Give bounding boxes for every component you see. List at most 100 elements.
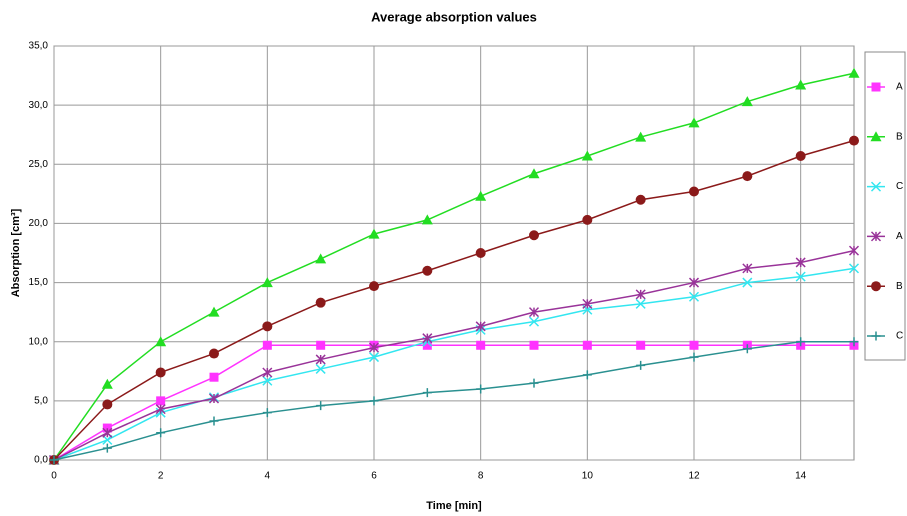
marker xyxy=(102,399,113,410)
marker xyxy=(369,281,379,292)
marker xyxy=(870,231,882,242)
marker xyxy=(315,253,327,264)
y-axis-label: Absorption [cm³] xyxy=(10,208,22,297)
marker xyxy=(261,277,273,288)
x-tick-label: 6 xyxy=(371,471,377,482)
marker xyxy=(795,271,806,282)
marker xyxy=(582,298,593,309)
marker xyxy=(475,248,486,258)
marker xyxy=(688,277,700,288)
marker xyxy=(316,401,326,411)
marker xyxy=(871,82,881,92)
marker xyxy=(871,331,881,341)
marker xyxy=(848,67,860,78)
marker xyxy=(848,263,860,274)
marker xyxy=(476,340,486,350)
marker xyxy=(529,340,539,350)
x-tick-label: 14 xyxy=(795,471,807,482)
marker xyxy=(155,404,166,415)
marker xyxy=(208,306,220,317)
marker xyxy=(421,214,433,225)
marker xyxy=(476,384,486,394)
legend xyxy=(864,51,906,361)
marker xyxy=(582,370,592,380)
marker xyxy=(102,434,113,445)
marker xyxy=(528,168,540,179)
marker xyxy=(849,135,859,146)
marker xyxy=(635,131,647,142)
marker xyxy=(475,321,486,332)
marker xyxy=(848,245,860,256)
marker xyxy=(209,348,219,359)
series-line xyxy=(53,344,854,461)
marker xyxy=(689,352,699,362)
marker xyxy=(475,190,487,201)
y-tick-label: 35,0 xyxy=(29,41,49,52)
marker xyxy=(262,375,273,386)
series-line xyxy=(53,72,855,461)
x-tick-label: 4 xyxy=(265,471,271,482)
marker xyxy=(262,367,273,378)
marker xyxy=(101,378,113,389)
marker xyxy=(689,186,699,197)
marker xyxy=(635,298,646,309)
marker xyxy=(156,428,166,438)
marker xyxy=(208,393,220,404)
series-line xyxy=(53,249,855,461)
marker xyxy=(529,230,539,241)
marker xyxy=(741,96,753,107)
x-tick-label: 8 xyxy=(478,471,484,482)
marker xyxy=(315,354,326,365)
x-tick-label: 2 xyxy=(158,471,164,482)
marker xyxy=(582,340,592,350)
marker xyxy=(262,408,272,418)
legend-label: B xyxy=(896,131,903,142)
legend-label: A xyxy=(896,82,903,93)
y-tick-label: 0,0 xyxy=(34,455,48,466)
marker xyxy=(742,277,753,288)
marker xyxy=(422,340,432,350)
marker xyxy=(742,344,752,354)
legend-label: A xyxy=(896,231,903,242)
y-tick-label: 30,0 xyxy=(29,100,49,111)
marker xyxy=(870,181,882,192)
marker xyxy=(155,367,166,378)
marker xyxy=(636,340,646,350)
legend-label: C xyxy=(896,331,903,342)
marker xyxy=(528,307,540,318)
marker xyxy=(102,443,112,453)
marker xyxy=(795,151,806,162)
marker xyxy=(422,333,433,344)
marker xyxy=(369,396,379,406)
chart-title: Average absorption values xyxy=(371,9,537,24)
marker xyxy=(870,131,882,142)
marker xyxy=(849,337,859,347)
series-line xyxy=(53,139,855,461)
marker xyxy=(368,352,380,363)
y-tick-label: 5,0 xyxy=(34,395,48,406)
x-tick-label: 12 xyxy=(688,471,700,482)
marker xyxy=(688,117,700,128)
marker xyxy=(49,455,59,465)
x-tick-label: 10 xyxy=(582,471,594,482)
y-tick-label: 25,0 xyxy=(29,159,49,170)
marker xyxy=(156,396,166,406)
marker xyxy=(368,342,380,353)
marker xyxy=(315,363,326,374)
marker xyxy=(742,171,753,182)
marker xyxy=(689,340,699,350)
marker xyxy=(209,416,219,426)
marker xyxy=(209,372,219,382)
marker xyxy=(528,316,540,327)
plot-area xyxy=(53,45,855,461)
marker xyxy=(315,297,326,308)
marker xyxy=(635,289,646,300)
marker xyxy=(422,388,432,398)
marker xyxy=(155,336,167,347)
marker xyxy=(529,378,539,388)
marker xyxy=(582,214,593,225)
marker xyxy=(688,291,700,302)
y-tick-label: 20,0 xyxy=(29,218,49,229)
y-tick-label: 10,0 xyxy=(29,336,49,347)
